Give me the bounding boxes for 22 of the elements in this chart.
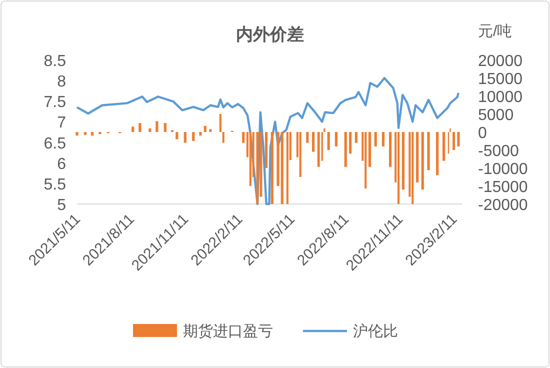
y-tick-label: 7.5 [44,94,66,112]
line-series [76,77,460,206]
y2-tick-label: 15000 [478,71,523,88]
y2-tick-label: -10000 [478,161,528,178]
legend-label: 沪伦比 [353,323,398,340]
y-tick-label: 6.5 [44,135,66,152]
y-tick-label: 7 [57,114,66,132]
chart-title: 内外价差 [236,25,304,44]
y2-tick-label: -5000 [478,143,520,160]
y2-tick-label: -15000 [478,179,528,196]
y2-tick-label: 5000 [478,107,514,124]
y-tick-label: 8.5 [44,53,66,70]
y-tick-label: 5.5 [44,176,66,194]
y2-tick-label: 10000 [478,89,523,106]
y-tick-label: 6 [57,156,66,173]
y-tick-label: 8 [57,74,66,91]
y2-tick-label: -20000 [478,197,528,214]
y2-tick-label: 0 [478,125,487,142]
y2-tick-label: 20000 [478,53,523,70]
y-tick-label: 5 [57,197,66,214]
legend-label: 期货进口盈亏 [183,323,273,340]
y2-axis-title: 元/吨 [478,23,512,40]
